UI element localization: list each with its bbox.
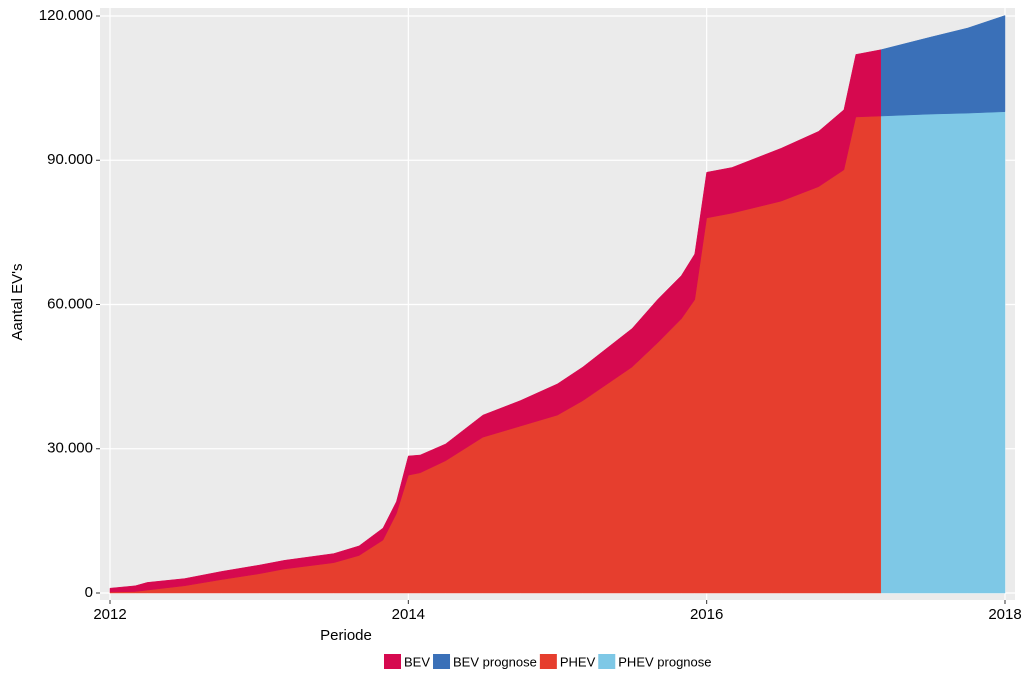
x-tick-label: 2016 [690, 606, 723, 623]
legend-swatch [598, 654, 616, 669]
y-tick-label: 30.000 [47, 440, 93, 457]
y-tick-label: 90.000 [47, 151, 93, 168]
y-axis-label: Aantal EV's [9, 263, 26, 340]
area [880, 15, 1006, 117]
y-tick-label: 120.000 [39, 7, 93, 24]
area [880, 111, 1006, 594]
x-tick-label: 2012 [93, 606, 126, 623]
x-tick-label: 2018 [988, 606, 1021, 623]
legend-label: BEV prognose [453, 654, 537, 669]
legend-label: PHEV [560, 654, 596, 669]
x-tick-label: 2014 [392, 606, 425, 623]
y-tick-label: 60.000 [47, 295, 93, 312]
legend-swatch [539, 654, 557, 669]
legend-swatch [433, 654, 451, 669]
legend-label: BEV [404, 654, 430, 669]
legend-label: PHEV prognose [618, 654, 711, 669]
y-tick-label: 0 [85, 584, 93, 601]
x-axis-label: Periode [320, 627, 372, 644]
legend-swatch [384, 654, 401, 669]
